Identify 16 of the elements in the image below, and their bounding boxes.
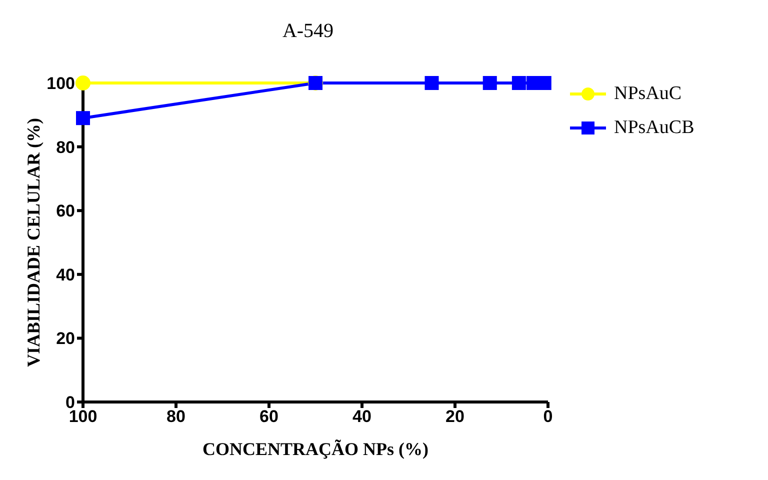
x-tick-label: 60 [260, 407, 278, 426]
y-axis-title: VIABILIDADE CELULAR (%) [23, 118, 44, 368]
x-tick-label: 0 [543, 407, 553, 426]
y-tick-label: 20 [56, 329, 75, 348]
legend-label: NPsAuC [614, 83, 682, 105]
y-tick-label: 40 [56, 265, 75, 284]
chart-title: A-549 [281, 20, 335, 43]
y-tick-label: 100 [46, 74, 75, 94]
y-tick-label: 60 [56, 202, 75, 221]
legend-label: NPsAuCB [614, 117, 694, 139]
y-tick-label: 80 [56, 138, 75, 157]
x-tick-label: 20 [446, 407, 464, 426]
x-axis-title: CONCENTRAÇÃO NPs (%) [202, 438, 428, 459]
x-tick-label: 100 [68, 407, 98, 426]
x-tick-label: 80 [166, 407, 186, 426]
x-tick-label: 40 [352, 407, 372, 426]
